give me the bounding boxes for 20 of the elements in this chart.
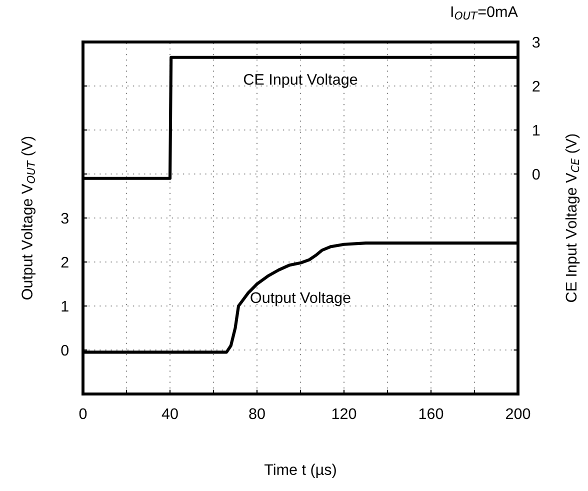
x-tick-label: 0 — [79, 408, 87, 420]
y-tick-label: 2 — [61, 256, 68, 268]
x-tick-label: 40 — [162, 408, 178, 420]
chart-subtitle: I$_{OUT}$=0mA — [451, 6, 518, 20]
y-axis-title: Output Voltage V$_{OUT}$ (V) — [21, 136, 36, 300]
series-label: Output Voltage — [250, 292, 350, 306]
x-tick-label: 120 — [332, 408, 356, 420]
x-axis-title: Time t (µs) — [264, 464, 336, 478]
y2-tick-label: 1 — [533, 125, 540, 136]
y-tick-label: 1 — [62, 301, 68, 312]
y-tick-label: 0 — [61, 344, 69, 356]
x-tick-label: 80 — [249, 408, 265, 420]
y-tick-label: 3 — [61, 212, 68, 224]
y2-tick-label: 3 — [532, 36, 540, 48]
y2-tick-label: 0 — [532, 168, 540, 180]
x-tick-label: 160 — [419, 408, 444, 420]
y2-tick-label: 2 — [532, 80, 540, 92]
y2-axis-title: CE Input Voltage V$_{CE}$ (V) — [565, 134, 580, 302]
x-tick-label: 200 — [506, 408, 530, 420]
series-label: CE Input Voltage — [244, 74, 358, 88]
